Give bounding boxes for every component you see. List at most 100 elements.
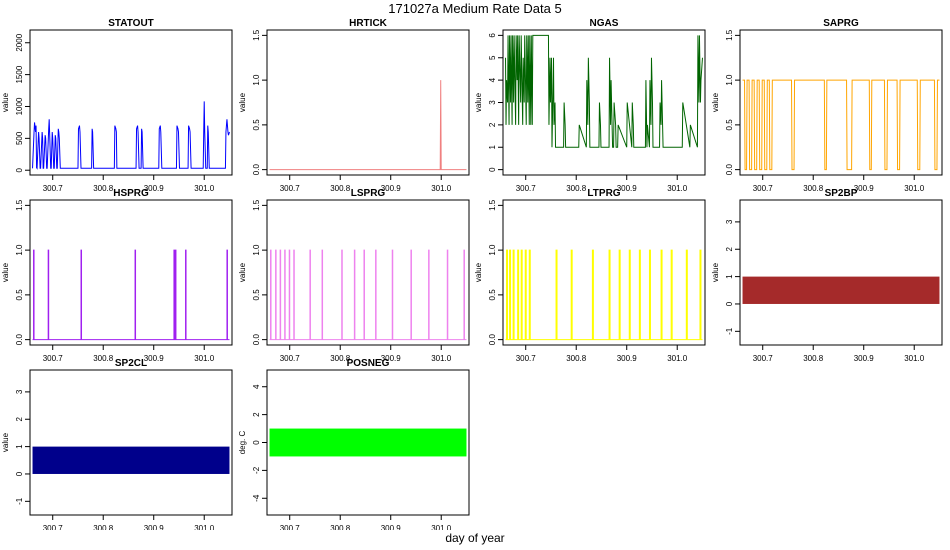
figure-xlabel: day of year — [445, 531, 505, 545]
x-tick-label-hsprg: 300.7 — [43, 354, 64, 363]
y-tick-label-lsprg: 1.0 — [252, 244, 261, 256]
x-tick-label-sp2cl: 300.9 — [144, 524, 165, 530]
y-tick-label-saprg: 0.5 — [725, 119, 734, 131]
y-axis-label-hsprg: value — [1, 262, 10, 282]
plot-frame-ltprg — [502, 199, 706, 346]
y-tick-label-ltprg: 0.0 — [488, 334, 497, 346]
y-tick-label-ngas: 3 — [488, 100, 497, 105]
y-tick-label-ngas: 6 — [488, 33, 497, 38]
panel-title-hsprg: HSPRG — [113, 188, 149, 199]
y-tick-label-saprg: 1.0 — [725, 74, 734, 86]
y-axis-label-saprg: value — [711, 92, 720, 112]
y-tick-label-sp2bp: -1 — [725, 327, 734, 335]
y-axis-label-sp2bp: value — [711, 262, 720, 282]
x-tick-label-sp2bp: 300.7 — [753, 354, 774, 363]
series-band-sp2cl — [32, 446, 230, 474]
x-tick-label-posneg: 300.8 — [330, 524, 351, 530]
y-tick-label-ltprg: 1.5 — [488, 199, 497, 211]
x-tick-label-lsprg: 301.0 — [431, 354, 452, 363]
y-tick-label-hrtick: 1.0 — [252, 74, 261, 86]
panel-sp2cl: SP2CL 300.7 300.8 300.9 301.0 -1 0 1 2 3 value — [1, 358, 233, 530]
y-tick-label-ltprg: 1.0 — [488, 244, 497, 256]
y-tick-label-sp2bp: 0 — [725, 301, 734, 306]
y-tick-label-sp2bp: 3 — [725, 219, 734, 224]
x-tick-label-hrtick: 300.7 — [280, 184, 301, 193]
y-axis-label-ngas: value — [474, 92, 483, 112]
series-line-ngas — [505, 34, 703, 148]
x-tick-label-lsprg: 300.7 — [280, 354, 301, 363]
series-line-hsprg — [32, 249, 230, 341]
series-line-hrtick — [269, 80, 467, 171]
y-tick-label-sp2bp: 2 — [725, 246, 734, 251]
panel-ngas: NGAS 300.7 300.8 300.9 301.0 0 1 2 3 4 5 6 value — [474, 18, 706, 193]
x-tick-label-saprg: 300.8 — [803, 184, 824, 193]
y-tick-label-ngas: 0 — [488, 167, 497, 172]
plot-frame-ngas — [502, 29, 706, 176]
y-tick-label-statout: 0 — [15, 167, 24, 172]
panel-title-statout: STATOUT — [108, 18, 154, 29]
figure-title: 171027a Medium Rate Data 5 — [388, 1, 562, 16]
panel-sp2bp: SP2BP 300.7 300.8 300.9 301.0 -1 0 1 2 3 value — [711, 188, 943, 363]
y-tick-label-posneg: 0 — [252, 440, 261, 445]
y-tick-label-posneg: -2 — [252, 466, 261, 474]
y-tick-label-hsprg: 1.5 — [15, 199, 24, 211]
x-tick-label-ltprg: 300.7 — [516, 354, 537, 363]
y-tick-label-hrtick: 0.5 — [252, 119, 261, 131]
panel-title-lsprg: LSPRG — [351, 188, 386, 199]
x-tick-label-hsprg: 300.8 — [93, 354, 114, 363]
x-tick-label-saprg: 301.0 — [904, 184, 925, 193]
x-tick-label-ltprg: 301.0 — [667, 354, 688, 363]
plot-frame-sp2cl — [29, 369, 233, 516]
y-tick-label-posneg: -4 — [252, 494, 261, 502]
series-line-statout — [32, 101, 230, 170]
y-tick-label-lsprg: 0.0 — [252, 334, 261, 346]
y-tick-label-posneg: 4 — [252, 384, 261, 389]
y-tick-label-ngas: 5 — [488, 55, 497, 60]
y-tick-label-lsprg: 0.5 — [252, 289, 261, 301]
panel-posneg: POSNEG 300.7 300.8 300.9 301.0 -4 -2 0 2 4 deg. C — [238, 358, 470, 530]
series-line-lsprg — [269, 249, 467, 341]
y-axis-label-statout: value — [1, 92, 10, 112]
x-tick-label-sp2cl: 300.8 — [93, 524, 114, 530]
x-tick-label-hsprg: 300.9 — [144, 354, 165, 363]
x-tick-label-hrtick: 301.0 — [431, 184, 452, 193]
x-tick-label-ngas: 300.7 — [516, 184, 537, 193]
y-tick-label-lsprg: 1.5 — [252, 199, 261, 211]
y-axis-label-lsprg: value — [238, 262, 247, 282]
panel-ltprg: LTPRG 300.7 300.8 300.9 301.0 0.0 0.5 1.0 1.5 val… — [474, 188, 706, 363]
x-tick-label-statout: 300.8 — [93, 184, 114, 193]
y-tick-label-statout: 1000 — [15, 97, 24, 115]
plot-frame-sp2bp — [739, 199, 943, 346]
x-tick-label-sp2cl: 300.7 — [43, 524, 64, 530]
x-tick-label-ngas: 300.9 — [617, 184, 638, 193]
x-tick-label-sp2bp: 300.9 — [854, 354, 875, 363]
y-tick-label-ngas: 2 — [488, 122, 497, 127]
panel-lsprg: LSPRG 300.7 300.8 300.9 301.0 0.0 0.5 1.0 1.5 val… — [238, 188, 470, 363]
y-axis-label-hrtick: value — [238, 92, 247, 112]
x-tick-label-sp2cl: 301.0 — [194, 524, 215, 530]
y-tick-label-sp2cl: -1 — [15, 497, 24, 505]
panel-title-ltprg: LTPRG — [587, 188, 620, 199]
x-tick-label-posneg: 300.7 — [280, 524, 301, 530]
x-tick-label-sp2bp: 301.0 — [904, 354, 925, 363]
panel-statout: STATOUT 300.7 300.8 300.9 301.0 0 500 1000 1500 2… — [1, 18, 233, 193]
x-tick-label-saprg: 300.9 — [854, 184, 875, 193]
x-tick-label-statout: 300.7 — [43, 184, 64, 193]
panel-hrtick: HRTICK 300.7 300.8 300.9 301.0 0.0 0.5 1.0 1.5 va… — [238, 18, 470, 193]
x-tick-label-ltprg: 300.8 — [566, 354, 587, 363]
x-tick-label-posneg: 301.0 — [431, 524, 452, 530]
x-tick-label-lsprg: 300.9 — [381, 354, 402, 363]
y-tick-label-hsprg: 1.0 — [15, 244, 24, 256]
panel-title-sp2cl: SP2CL — [115, 358, 147, 369]
x-tick-label-saprg: 300.7 — [753, 184, 774, 193]
series-band-posneg — [269, 428, 467, 457]
y-tick-label-hsprg: 0.5 — [15, 289, 24, 301]
y-tick-label-statout: 2000 — [15, 33, 24, 51]
x-tick-label-ngas: 300.8 — [566, 184, 587, 193]
y-tick-label-hrtick: 1.5 — [252, 29, 261, 41]
panel-saprg: SAPRG 300.7 300.8 300.9 301.0 0.0 0.5 1.0 1.5 val… — [711, 18, 943, 193]
plot-frame-hsprg — [29, 199, 233, 346]
y-tick-label-ngas: 4 — [488, 77, 497, 82]
